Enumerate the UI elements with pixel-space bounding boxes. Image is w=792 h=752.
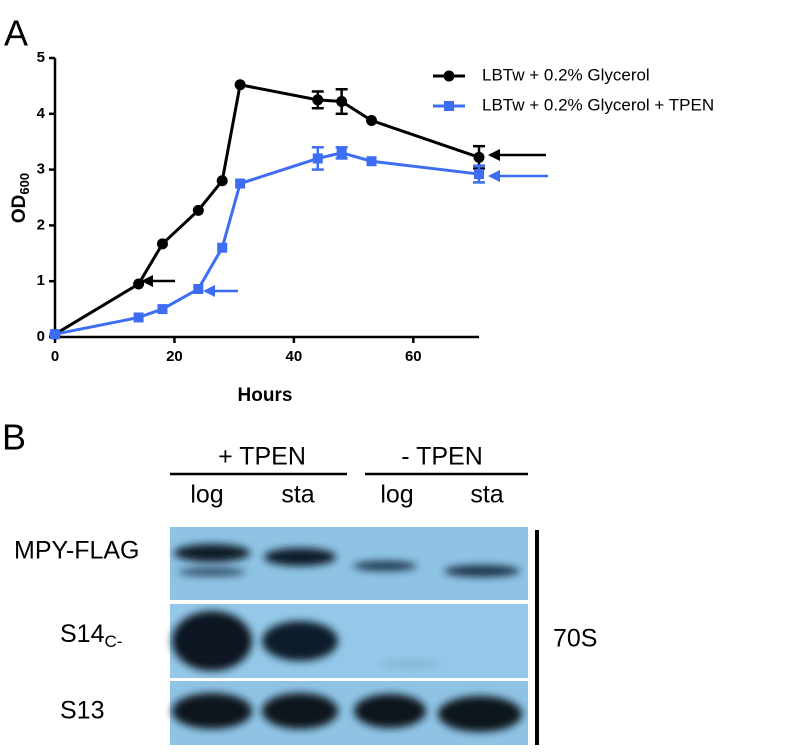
- series: [49, 79, 485, 340]
- band: [380, 661, 440, 667]
- marker: [133, 278, 145, 290]
- x-tick-label: 0: [51, 348, 59, 365]
- marker: [133, 312, 144, 323]
- marker: [312, 153, 323, 164]
- x-tick-label: 20: [166, 348, 183, 365]
- lane-label: sta: [281, 481, 314, 509]
- band: [444, 565, 520, 577]
- marker: [156, 238, 168, 250]
- y-tick-label: 2: [37, 216, 45, 233]
- y-axis-label-sub: 600: [17, 173, 32, 195]
- band: [438, 696, 522, 732]
- group-label: + TPEN: [218, 443, 306, 471]
- y-tick-label: 4: [37, 105, 46, 122]
- panel-b: B + TPEN - TPEN log sta log sta MPY-FLAG…: [2, 417, 597, 745]
- lane-label: log: [190, 481, 223, 509]
- y-axis-label: OD600: [9, 173, 32, 223]
- marker: [336, 147, 347, 158]
- arrows: [141, 149, 548, 297]
- marker: [193, 284, 204, 295]
- band: [172, 611, 252, 671]
- arrow-head: [488, 149, 500, 161]
- y-tick-label: 0: [37, 328, 45, 345]
- legend-label: LBTw + 0.2% Glycerol: [482, 65, 650, 84]
- marker: [192, 204, 204, 216]
- lane-label: sta: [470, 481, 503, 509]
- marker: [157, 304, 168, 315]
- band: [174, 544, 250, 562]
- y-tick-label: 3: [37, 161, 45, 178]
- blot-strip: [170, 527, 528, 600]
- marker: [217, 242, 228, 253]
- y-tick-label: 5: [37, 49, 45, 66]
- legend-marker: [443, 70, 455, 82]
- legend-marker: [444, 101, 454, 111]
- panel-label: B: [2, 417, 26, 458]
- marker: [336, 96, 348, 108]
- row-label-main: S14: [60, 620, 105, 648]
- x-tick-label: 60: [405, 348, 422, 365]
- band: [262, 693, 338, 729]
- band: [353, 561, 417, 571]
- band: [264, 548, 336, 566]
- arrow-head: [141, 275, 153, 287]
- series: [50, 146, 485, 340]
- row-label-sub: C-: [104, 632, 122, 651]
- row-label: S13: [60, 697, 104, 725]
- band: [178, 568, 246, 576]
- group-label: - TPEN: [401, 443, 483, 471]
- lane-label: log: [380, 481, 413, 509]
- legend-label: LBTw + 0.2% Glycerol + TPEN: [482, 95, 714, 114]
- marker: [235, 178, 246, 189]
- marker: [473, 151, 485, 163]
- panel-label: A: [4, 13, 28, 54]
- x-tick-label: 40: [286, 348, 303, 365]
- data-line: [54, 151, 480, 336]
- band: [262, 621, 338, 661]
- marker: [50, 329, 60, 340]
- marker: [474, 169, 484, 180]
- arrow-head: [203, 285, 215, 297]
- y-tick-label: 1: [37, 272, 45, 289]
- data-line: [54, 83, 480, 336]
- bands: [172, 544, 522, 732]
- x-axis-label: Hours: [238, 385, 293, 406]
- band: [354, 694, 426, 728]
- marker: [312, 94, 324, 106]
- panel-a: A Hours OD600 0 1 2 3 4 5 0 20 40 60 LBTw + 0.2% G…: [4, 13, 714, 407]
- marker: [216, 175, 228, 187]
- marker: [234, 79, 246, 91]
- legend: LBTw + 0.2% Glycerol LBTw + 0.2% Glycerol…: [433, 65, 714, 114]
- band: [172, 693, 252, 729]
- marker: [366, 114, 378, 126]
- row-label: MPY-FLAG: [14, 537, 140, 565]
- row-label: S14C-: [60, 620, 122, 652]
- bracket-label: 70S: [553, 625, 597, 653]
- y-axis-label-main: OD: [9, 195, 30, 224]
- arrow-head: [488, 170, 500, 182]
- marker: [366, 156, 377, 167]
